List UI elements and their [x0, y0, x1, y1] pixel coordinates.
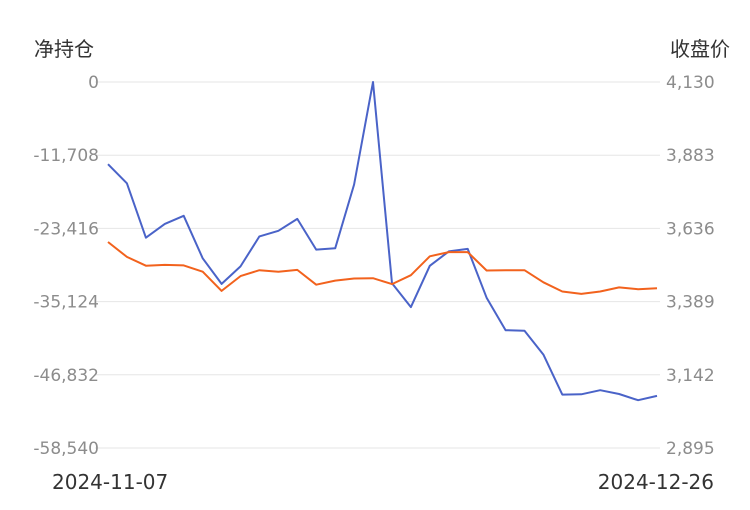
left-tick-label: -23,416 [33, 219, 99, 239]
right-tick-label: 3,142 [666, 366, 715, 386]
right-tick-label: 3,883 [666, 146, 715, 166]
right-tick-label: 3,636 [666, 219, 715, 239]
left-axis-ticks: 0 -11,708 -23,416 -35,124 -46,832 -58,540 [33, 73, 99, 459]
left-tick-label: -35,124 [33, 293, 99, 313]
right-tick-label: 4,130 [666, 73, 715, 93]
x-start-label: 2024-11-07 [52, 470, 168, 494]
left-tick-label: -11,708 [33, 146, 99, 166]
right-tick-label: 3,389 [666, 293, 715, 313]
left-tick-label: -46,832 [33, 366, 99, 386]
left-tick-label: -58,540 [33, 439, 99, 459]
right-axis-title: 收盘价 [670, 37, 730, 61]
series-line-left-axis [107, 81, 658, 402]
x-end-label: 2024-12-26 [598, 470, 714, 494]
right-axis-ticks: 4,130 3,883 3,636 3,389 3,142 2,895 [666, 73, 715, 459]
left-axis-title: 净持仓 [34, 37, 94, 61]
series-line-right-axis [107, 241, 658, 295]
left-tick-label: 0 [88, 73, 99, 93]
right-tick-label: 2,895 [666, 439, 715, 459]
series-lines [107, 81, 658, 402]
